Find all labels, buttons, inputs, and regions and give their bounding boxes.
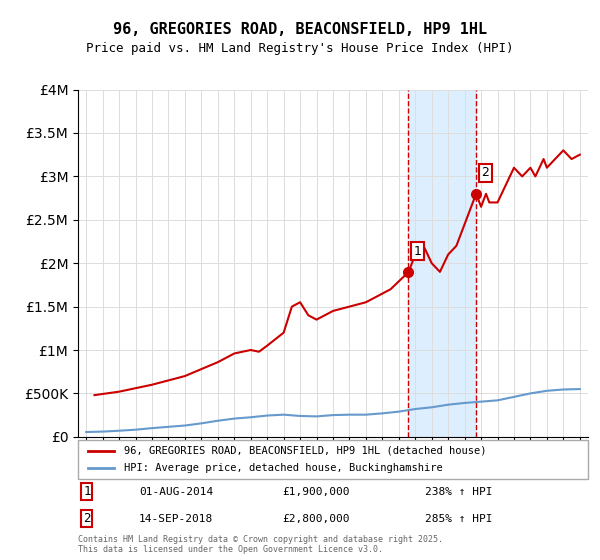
Bar [409,90,476,437]
Text: 1: 1 [413,245,421,258]
Text: 2: 2 [481,166,489,179]
Text: 285% ↑ HPI: 285% ↑ HPI [425,514,493,524]
Text: 01-AUG-2014: 01-AUG-2014 [139,487,214,497]
Text: 2: 2 [83,512,91,525]
Text: 1: 1 [83,485,91,498]
Text: 96, GREGORIES ROAD, BEACONSFIELD, HP9 1HL (detached house): 96, GREGORIES ROAD, BEACONSFIELD, HP9 1H… [124,446,487,456]
Text: £1,900,000: £1,900,000 [282,487,349,497]
Text: Contains HM Land Registry data © Crown copyright and database right 2025.
This d: Contains HM Land Registry data © Crown c… [78,535,443,554]
Text: 14-SEP-2018: 14-SEP-2018 [139,514,214,524]
Text: £2,800,000: £2,800,000 [282,514,349,524]
FancyBboxPatch shape [78,440,588,479]
Text: HPI: Average price, detached house, Buckinghamshire: HPI: Average price, detached house, Buck… [124,463,443,473]
Text: Price paid vs. HM Land Registry's House Price Index (HPI): Price paid vs. HM Land Registry's House … [86,42,514,55]
Text: 96, GREGORIES ROAD, BEACONSFIELD, HP9 1HL: 96, GREGORIES ROAD, BEACONSFIELD, HP9 1H… [113,22,487,38]
Text: 238% ↑ HPI: 238% ↑ HPI [425,487,493,497]
